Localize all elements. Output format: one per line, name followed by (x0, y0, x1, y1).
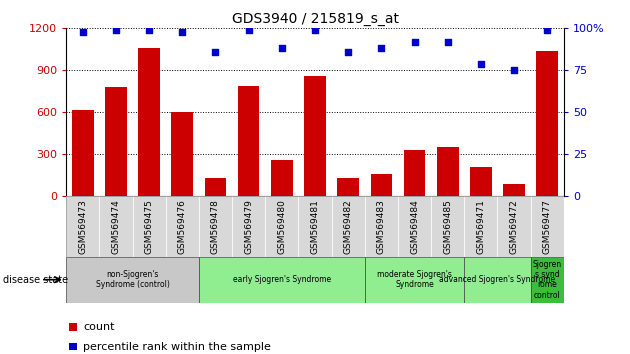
Bar (530, 196, 564, 257)
Bar (72, 110, 93, 196)
Point (410, 39, 420, 45)
Bar (365, 257, 464, 303)
Bar (503, 184, 525, 196)
Bar (265, 196, 299, 257)
Bar (398, 196, 431, 257)
Text: GSM569474: GSM569474 (112, 199, 120, 254)
Text: GSM569478: GSM569478 (211, 199, 220, 255)
Bar (530, 257, 564, 303)
Point (443, 39, 453, 45)
Title: GDS3940 / 215819_s_at: GDS3940 / 215819_s_at (231, 12, 399, 26)
Point (476, 61, 486, 67)
Text: GSM569477: GSM569477 (543, 199, 552, 255)
Bar (470, 167, 491, 196)
Bar (304, 76, 326, 196)
Text: Sjogren
s synd
rome
control: Sjogren s synd rome control (533, 259, 562, 300)
Point (277, 46, 287, 51)
Text: GSM569479: GSM569479 (244, 199, 253, 255)
Bar (100, 196, 132, 257)
Text: GSM569485: GSM569485 (444, 199, 452, 255)
Point (509, 68, 519, 73)
Text: GSM569480: GSM569480 (277, 199, 286, 255)
Bar (431, 196, 464, 257)
Text: GSM569475: GSM569475 (145, 199, 154, 255)
Bar (105, 87, 127, 196)
Bar (437, 147, 459, 196)
Bar (66, 257, 199, 303)
Bar (232, 196, 265, 257)
Point (111, 27, 121, 33)
Bar (370, 174, 392, 196)
Point (210, 49, 220, 55)
Text: GSM569473: GSM569473 (78, 199, 87, 255)
Text: GSM569484: GSM569484 (410, 199, 419, 254)
Bar (464, 196, 498, 257)
Bar (365, 196, 398, 257)
Point (177, 29, 187, 35)
Point (144, 27, 154, 33)
Text: count: count (83, 322, 115, 332)
Bar (464, 257, 530, 303)
Bar (205, 178, 226, 196)
Text: non-Sjogren's
Syndrome (control): non-Sjogren's Syndrome (control) (96, 270, 169, 289)
Bar (199, 257, 365, 303)
Point (244, 27, 254, 33)
Bar (199, 196, 232, 257)
Bar (271, 160, 292, 196)
Bar (299, 196, 331, 257)
Bar (404, 150, 425, 196)
Text: GSM569471: GSM569471 (476, 199, 485, 255)
Bar (498, 196, 530, 257)
Text: GSM569483: GSM569483 (377, 199, 386, 255)
Bar (331, 196, 365, 257)
Bar (338, 178, 359, 196)
Bar (139, 48, 160, 196)
Text: disease state: disease state (3, 275, 68, 285)
Text: GSM569476: GSM569476 (178, 199, 186, 255)
Bar (66, 196, 100, 257)
Point (310, 27, 320, 33)
Text: percentile rank within the sample: percentile rank within the sample (83, 342, 271, 352)
Text: GSM569482: GSM569482 (344, 199, 353, 254)
Bar (537, 51, 558, 196)
Text: advanced Sjogren's Syndrome: advanced Sjogren's Syndrome (440, 275, 556, 284)
Bar (171, 113, 193, 196)
Bar (238, 86, 260, 196)
Text: GSM569472: GSM569472 (510, 199, 518, 254)
Bar (132, 196, 166, 257)
Point (376, 46, 386, 51)
Point (77, 29, 88, 35)
Text: moderate Sjogren's
Syndrome: moderate Sjogren's Syndrome (377, 270, 452, 289)
Point (542, 27, 553, 33)
Text: early Sjogren's Syndrome: early Sjogren's Syndrome (232, 275, 331, 284)
Bar (166, 196, 199, 257)
Point (343, 49, 353, 55)
Text: GSM569481: GSM569481 (311, 199, 319, 255)
